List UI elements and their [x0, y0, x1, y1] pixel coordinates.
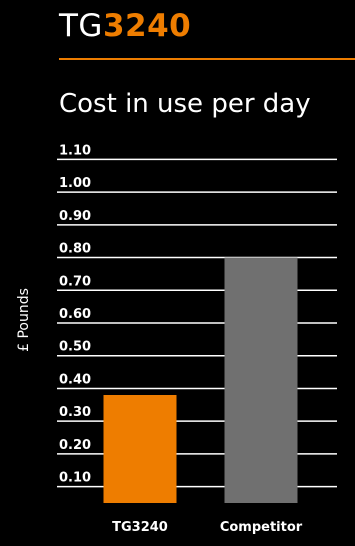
- x-category-label: TG3240: [112, 520, 168, 535]
- y-tick-label: 1.00: [59, 176, 91, 191]
- chart-title: Cost in use per day: [59, 89, 311, 119]
- y-tick-label: 0.80: [59, 242, 91, 257]
- y-tick-label: 0.30: [59, 405, 91, 420]
- x-category-label: Competitor: [220, 520, 303, 535]
- y-tick-label: 0.50: [59, 340, 91, 355]
- y-tick-label: 0.90: [59, 209, 91, 224]
- y-tick-label: 0.20: [59, 438, 91, 453]
- bar-competitor: [224, 257, 298, 503]
- y-tick-label: 1.10: [59, 143, 91, 158]
- brand-title: TG3240: [59, 4, 191, 48]
- y-tick-label: 0.70: [59, 274, 91, 289]
- title-underline: [59, 58, 355, 60]
- bar-tg3240: [103, 395, 177, 503]
- y-tick-label: 0.60: [59, 307, 91, 322]
- title-number: 3240: [102, 8, 192, 44]
- y-tick-label: 0.10: [59, 471, 91, 486]
- y-tick-label: 0.40: [59, 372, 91, 387]
- title-prefix: TG: [59, 8, 103, 44]
